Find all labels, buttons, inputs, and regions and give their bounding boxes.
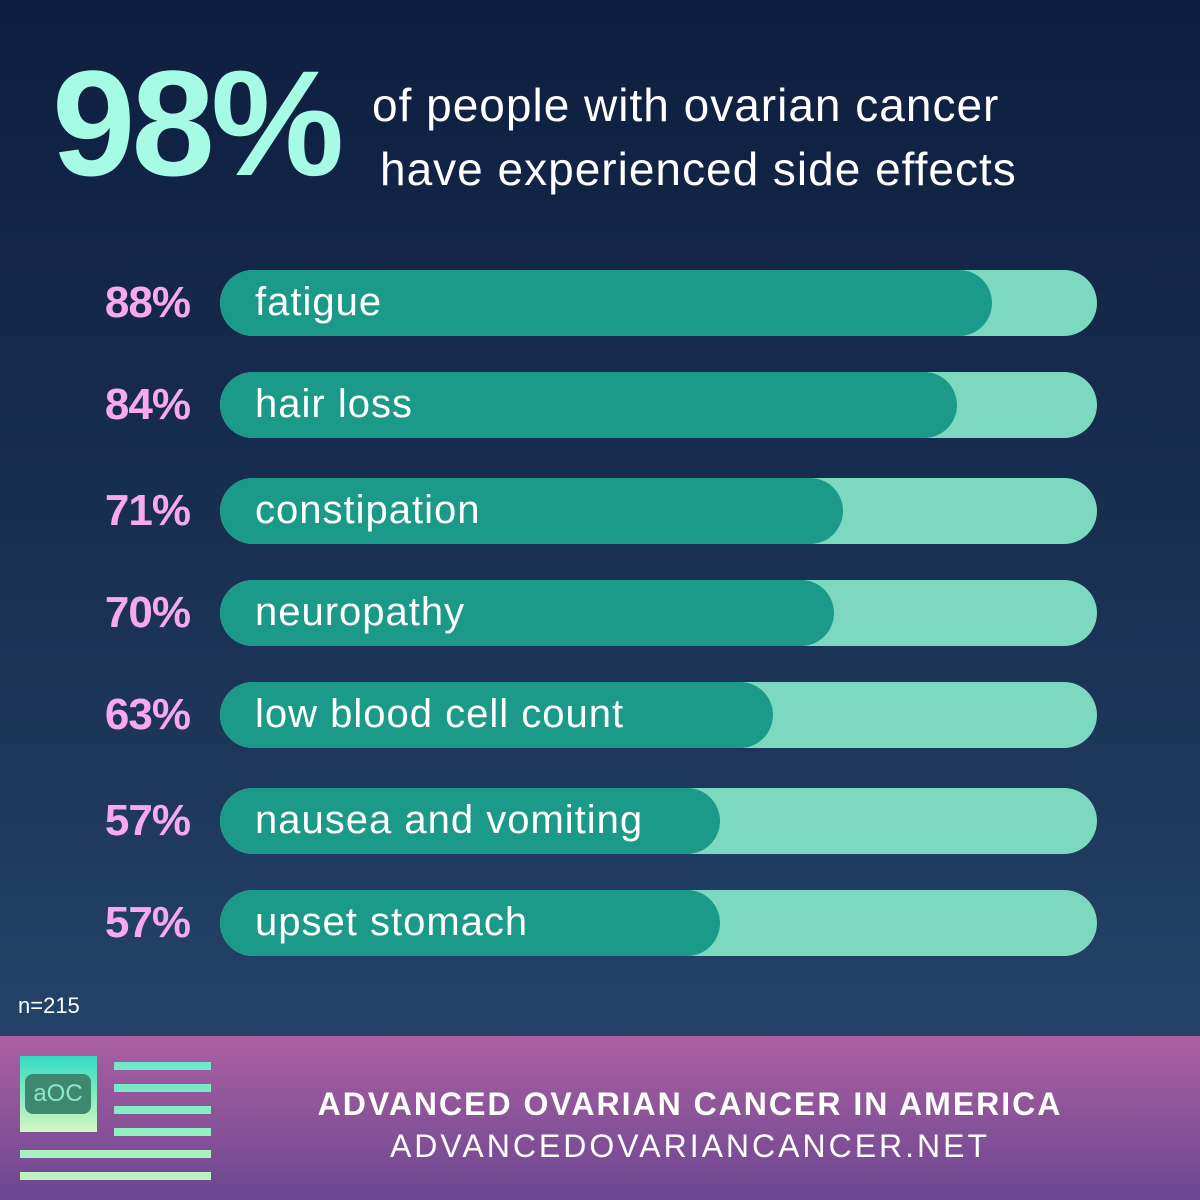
value-label: 88%: [104, 278, 191, 327]
flag-stripe: [114, 1062, 211, 1070]
value-label: 57%: [104, 898, 191, 947]
value-label: 63%: [104, 690, 191, 739]
bar-row: 71% constipation: [0, 478, 1200, 544]
flag-stripe: [114, 1128, 211, 1136]
headline-stat: 98%: [52, 39, 344, 207]
bar-row: 84% hair loss: [0, 372, 1200, 438]
category-label: neuropathy: [255, 590, 466, 634]
bar-fill: [220, 890, 720, 956]
flag-stripe: [114, 1084, 211, 1092]
category-label: fatigue: [255, 280, 383, 324]
value-label: 70%: [104, 588, 191, 637]
category-label: constipation: [255, 488, 481, 532]
bar-track: hair loss: [220, 372, 1097, 438]
bar-row: 57% upset stomach: [0, 890, 1200, 956]
bar-row: 63% low blood cell count: [0, 682, 1200, 748]
aoc-logo: aOC: [20, 1056, 97, 1132]
value-label: 71%: [104, 486, 191, 535]
category-label: low blood cell count: [255, 692, 625, 736]
sample-size: n=215: [18, 993, 80, 1018]
headline-line-2: have experienced side effects: [380, 143, 1017, 195]
flag-stripe: [114, 1106, 211, 1114]
bar-row: 57% nausea and vomiting: [0, 788, 1200, 854]
speech-bubble-icon: aOC: [25, 1074, 91, 1114]
bar-fill: [220, 478, 843, 544]
bar-fill: [220, 372, 957, 438]
bar-track: upset stomach: [220, 890, 1097, 956]
bar-fill: [220, 270, 992, 336]
bar-fill: [220, 682, 773, 748]
bar-fill: [220, 580, 834, 646]
headline-line-1: of people with ovarian cancer: [372, 79, 1000, 131]
category-label: nausea and vomiting: [255, 798, 644, 842]
footer-title: ADVANCED OVARIAN CANCER IN AMERICA: [317, 1086, 1063, 1122]
footer: aOC ADVANCED OVARIAN CANCER IN AMERICA A…: [0, 1036, 1200, 1200]
value-label: 57%: [104, 796, 191, 845]
bar-track: constipation: [220, 478, 1097, 544]
category-label: upset stomach: [255, 900, 529, 944]
bar-row: 88% fatigue: [0, 270, 1200, 336]
bar-track: low blood cell count: [220, 682, 1097, 748]
bar-track: fatigue: [220, 270, 1097, 336]
category-label: hair loss: [255, 382, 413, 426]
flag-stripe: [20, 1172, 211, 1180]
bar-track: nausea and vomiting: [220, 788, 1097, 854]
bar-row: 70% neuropathy: [0, 580, 1200, 646]
bar-track: neuropathy: [220, 580, 1097, 646]
value-label: 84%: [104, 380, 191, 429]
footer-url[interactable]: ADVANCEDOVARIANCANCER.NET: [389, 1128, 991, 1164]
bar-fill: [220, 788, 720, 854]
flag-stripe: [20, 1150, 211, 1158]
